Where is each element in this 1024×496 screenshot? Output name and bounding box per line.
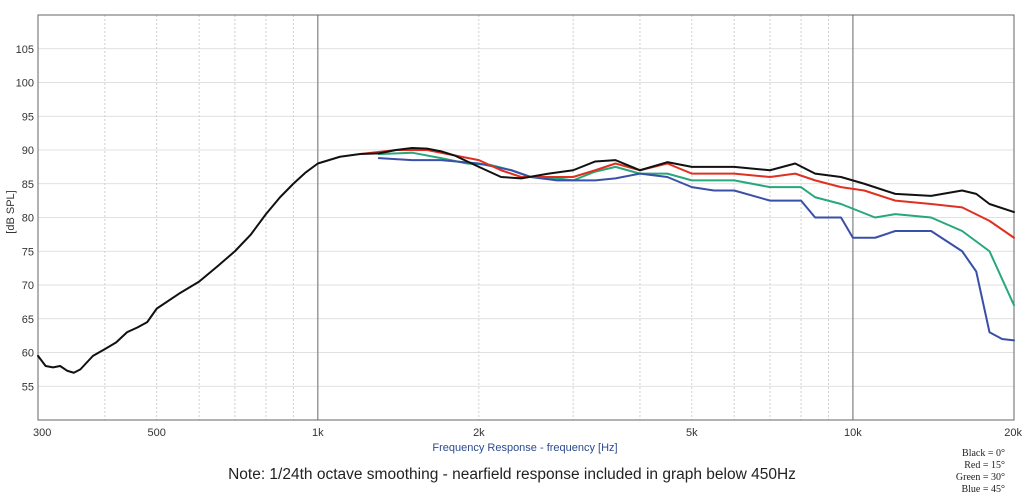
y-tick-label: 90 — [22, 145, 34, 157]
y-tick-label: 105 — [16, 44, 34, 56]
series-layer — [37, 146, 1015, 374]
legend: Black = 0° Red = 15° Green = 30° Blue = … — [956, 448, 1005, 495]
y-tick-label: 70 — [22, 280, 34, 292]
x-axis-label: Frequency Response - frequency [Hz] — [432, 442, 617, 454]
x-tick-label: 20k — [1004, 427, 1022, 439]
x-tick-label: 500 — [148, 427, 166, 439]
y-tick-label: 85 — [22, 179, 34, 191]
legend-entry-blue: Blue = 45° — [961, 484, 1005, 495]
x-tick-label: 2k — [473, 427, 485, 439]
x-tick-labels: 300 500 1k 2k 5k 10k 20k — [33, 427, 1022, 439]
y-axis-label: [dB SPL] — [5, 190, 17, 233]
legend-entry-green: Green = 30° — [956, 472, 1005, 483]
series-line-black — [37, 146, 1015, 374]
x-tick-label: 300 — [33, 427, 51, 439]
smoothing-note: Note: 1/24th octave smoothing - nearfiel… — [228, 466, 796, 483]
y-tick-label: 95 — [22, 111, 34, 123]
y-tick-labels: 55 60 65 70 75 80 85 90 95 100 105 — [16, 44, 34, 394]
y-tick-label: 55 — [22, 381, 34, 393]
x-tick-label: 1k — [312, 427, 324, 439]
x-tick-label: 5k — [686, 427, 698, 439]
y-tick-label: 60 — [22, 348, 34, 360]
y-tick-label: 65 — [22, 314, 34, 326]
legend-entry-red: Red = 15° — [964, 460, 1005, 471]
plot-frame — [37, 14, 1015, 421]
y-tick-label: 75 — [22, 246, 34, 258]
y-tick-label: 80 — [22, 213, 34, 225]
y-tick-label: 100 — [16, 78, 34, 90]
minor-gridlines — [37, 15, 1015, 420]
major-gridlines — [317, 15, 854, 420]
series-line-red — [359, 149, 1015, 239]
series-line-green — [377, 151, 1015, 307]
x-tick-label: 10k — [844, 427, 862, 439]
series-line-blue — [377, 157, 1015, 342]
legend-entry-black: Black = 0° — [962, 448, 1005, 459]
